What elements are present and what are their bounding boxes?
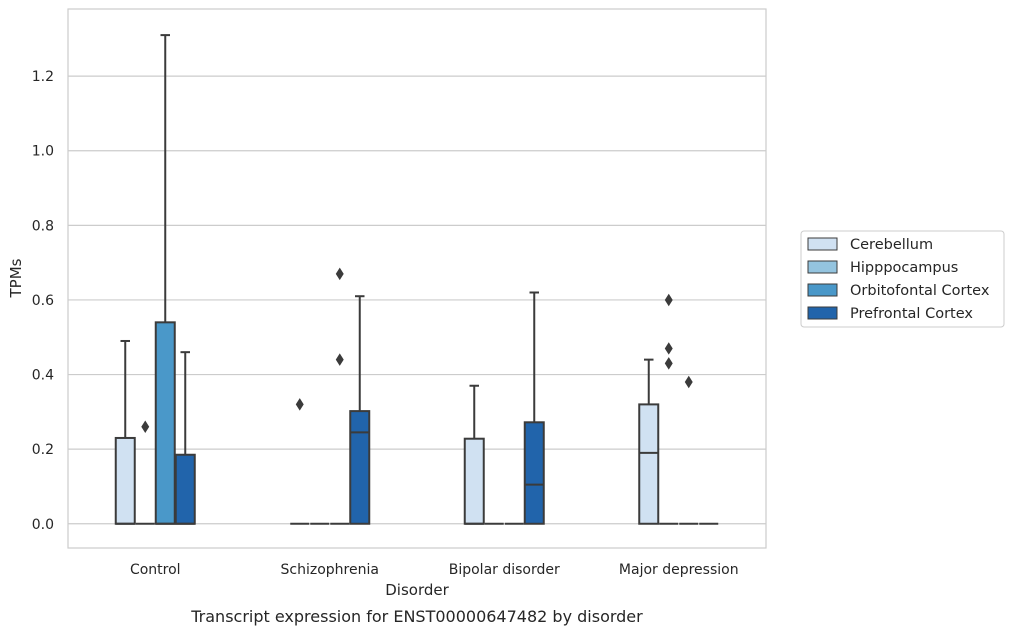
legend-label: Orbitofontal Cortex <box>850 283 990 299</box>
x-tick-label: Bipolar disorder <box>449 562 560 578</box>
y-tick-label: 0.6 <box>32 293 54 309</box>
outlier-point <box>664 293 673 307</box>
legend: Cerebellum Hipppocampus Orbitofontal Corte… <box>800 230 1005 328</box>
box <box>463 437 485 525</box>
box <box>114 436 136 525</box>
box <box>638 403 660 525</box>
box <box>154 321 176 525</box>
y-axis-title: TPMs <box>7 258 25 298</box>
legend-label: Hipppocampus <box>850 260 958 276</box>
plot-area-frame <box>67 8 767 549</box>
box-group <box>135 420 155 525</box>
outlier-point <box>335 353 344 366</box>
outlier-point <box>295 398 304 411</box>
box-group <box>349 295 371 525</box>
box-group <box>523 291 545 525</box>
box-group <box>463 384 485 525</box>
outlier-point <box>664 357 673 370</box>
box <box>349 410 371 525</box>
box <box>523 421 545 525</box>
box-group <box>114 339 136 525</box>
y-axis-ticks: 0.0 0.2 0.4 0.6 0.8 1.0 1.2 <box>32 69 54 533</box>
box-group <box>679 375 699 525</box>
outlier-point <box>335 267 344 281</box>
legend-frame <box>800 230 1005 328</box>
y-tick-label: 0.4 <box>32 368 54 384</box>
x-tick-label: Control <box>130 562 181 578</box>
box <box>174 453 196 525</box>
y-tick-label: 1.2 <box>32 69 54 85</box>
legend-items: Cerebellum Hipppocampus Orbitofontal Corte… <box>807 237 990 322</box>
legend-label: Prefrontal Cortex <box>850 306 973 322</box>
outlier-point <box>664 342 673 355</box>
box-group <box>659 293 679 525</box>
y-tick-label: 1.0 <box>32 144 54 160</box>
box-group <box>330 267 350 525</box>
box-group <box>154 34 176 525</box>
x-axis-title: Disorder <box>385 581 449 599</box>
outlier-point <box>141 420 150 434</box>
outlier-point <box>684 375 693 389</box>
y-tick-label: 0.2 <box>32 442 54 458</box>
x-tick-label: Schizophrenia <box>281 562 379 578</box>
y-tick-label: 0.0 <box>32 517 54 533</box>
legend-swatch <box>807 306 838 320</box>
boxes <box>114 34 719 525</box>
x-axis-ticks: Control Schizophrenia Bipolar disorder Majo… <box>130 562 739 578</box>
x-tick-label: Major depression <box>619 562 739 578</box>
legend-swatch <box>807 283 838 297</box>
box-group <box>174 351 196 525</box>
legend-swatch <box>807 260 838 274</box>
chart-caption: Transcript expression for ENST0000064748… <box>190 607 643 626</box>
box-group <box>638 358 660 525</box>
y-tick-label: 0.8 <box>32 218 54 234</box>
legend-swatch <box>807 237 838 251</box>
legend-label: Cerebellum <box>850 237 933 253</box>
box-group <box>290 398 310 525</box>
